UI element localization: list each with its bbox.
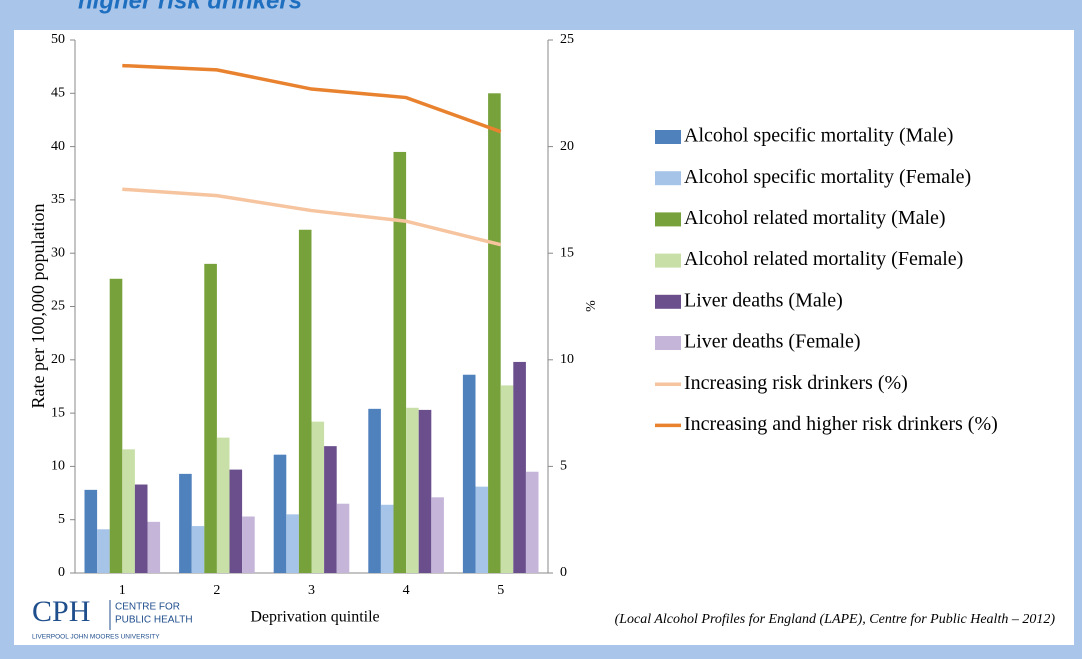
logo-mark: CPH bbox=[32, 595, 90, 628]
bar bbox=[311, 421, 325, 573]
bar bbox=[242, 516, 255, 573]
bar bbox=[97, 529, 110, 573]
legend-swatch bbox=[655, 294, 681, 309]
x-tick-label: 5 bbox=[497, 583, 504, 598]
bar bbox=[324, 446, 337, 573]
y-tick-label: 25 bbox=[51, 299, 65, 314]
bar bbox=[109, 278, 123, 573]
bar bbox=[418, 409, 432, 573]
bar bbox=[286, 514, 299, 573]
legend-swatch bbox=[655, 212, 681, 227]
bar bbox=[216, 437, 230, 573]
line bbox=[122, 187, 502, 247]
legend-label: Alcohol specific mortality (Female) bbox=[684, 166, 971, 188]
x-tick-label: 2 bbox=[213, 583, 220, 598]
bar bbox=[191, 526, 205, 573]
y-axis-label: Rate per 100,000 population bbox=[28, 204, 48, 409]
legend-label: Increasing and higher risk drinkers (%) bbox=[684, 413, 998, 435]
legend-label: Liver deaths (Male) bbox=[684, 289, 843, 311]
x-axis-label: Deprivation quintile bbox=[250, 609, 379, 626]
y-tick-label: 20 bbox=[51, 352, 65, 367]
y-tick-label: 0 bbox=[58, 565, 65, 580]
y2-tick-label: 15 bbox=[560, 245, 574, 260]
y-tick-label: 45 bbox=[51, 86, 65, 101]
x-tick-label: 3 bbox=[308, 583, 315, 598]
source: (Local Alcohol Profiles for England (LAP… bbox=[615, 612, 1056, 627]
logo-text: CENTRE FOR bbox=[115, 602, 180, 613]
y2-tick-label: 5 bbox=[560, 459, 567, 474]
logo-text: PUBLIC HEALTH bbox=[115, 615, 193, 626]
bar bbox=[368, 408, 381, 573]
bar bbox=[380, 504, 394, 573]
bar bbox=[298, 229, 312, 574]
bar bbox=[525, 471, 539, 573]
legend-label: Alcohol related mortality (Female) bbox=[684, 248, 963, 270]
bar bbox=[84, 489, 98, 573]
bar bbox=[462, 374, 476, 573]
bar bbox=[488, 93, 501, 574]
y2-tick-label: 10 bbox=[560, 352, 574, 367]
bar bbox=[122, 449, 135, 573]
legend-label: Alcohol related mortality (Male) bbox=[684, 207, 946, 229]
x-tick-label: 4 bbox=[403, 583, 410, 598]
bar bbox=[147, 521, 161, 573]
bar bbox=[179, 473, 192, 573]
bar bbox=[431, 497, 444, 573]
y-tick-label: 40 bbox=[51, 139, 65, 154]
bar bbox=[134, 484, 148, 573]
y-tick-label: 50 bbox=[51, 32, 65, 47]
y2-tick-label: 0 bbox=[560, 565, 567, 580]
y-tick-label: 35 bbox=[51, 192, 65, 207]
bar bbox=[406, 407, 419, 573]
legend-label: Increasing risk drinkers (%) bbox=[684, 372, 908, 394]
legend-swatch bbox=[655, 171, 681, 186]
bar bbox=[229, 469, 243, 573]
legend-label: Alcohol specific mortality (Male) bbox=[684, 125, 953, 147]
y-tick-label: 10 bbox=[51, 459, 65, 474]
logo-text: LIVERPOOL JOHN MOORES UNIVERSITY bbox=[32, 634, 160, 641]
line bbox=[122, 63, 502, 134]
bar bbox=[475, 486, 489, 573]
y-tick-label: 30 bbox=[51, 245, 65, 260]
x-tick-label: 1 bbox=[119, 583, 126, 598]
legend-swatch bbox=[655, 130, 681, 144]
y2-axis-label: % bbox=[584, 300, 599, 312]
bar bbox=[513, 361, 526, 573]
legend-swatch bbox=[655, 253, 681, 268]
y2-tick-label: 20 bbox=[560, 139, 574, 154]
bar bbox=[393, 151, 407, 573]
heading: higher risk drinkers bbox=[78, 0, 302, 14]
bar bbox=[204, 263, 217, 573]
y2-tick-label: 25 bbox=[560, 32, 574, 47]
bar bbox=[273, 454, 287, 573]
panel bbox=[14, 30, 1074, 645]
legend-label: Liver deaths (Female) bbox=[684, 331, 861, 353]
bar bbox=[336, 503, 350, 573]
bar bbox=[500, 385, 514, 573]
y-tick-label: 5 bbox=[58, 512, 65, 527]
y-tick-label: 15 bbox=[51, 405, 65, 420]
legend-swatch bbox=[655, 336, 681, 350]
